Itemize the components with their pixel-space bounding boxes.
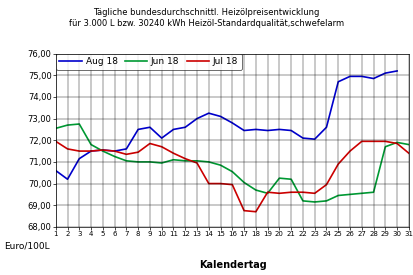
Aug 18 [183, 126, 188, 129]
Aug 18 [53, 169, 58, 172]
Aug 18 [359, 75, 364, 78]
Aug 18 [348, 75, 353, 78]
Jul 18 [100, 148, 105, 152]
Aug 18 [89, 149, 94, 153]
Aug 18 [301, 136, 306, 140]
Jul 18 [312, 192, 317, 195]
Jun 18 [100, 149, 105, 153]
Jul 18 [371, 140, 376, 143]
Aug 18 [395, 69, 400, 73]
Jul 18 [171, 152, 176, 155]
Aug 18 [65, 178, 70, 181]
Legend: Aug 18, Jun 18, Jul 18: Aug 18, Jun 18, Jul 18 [56, 54, 242, 70]
Aug 18 [218, 115, 223, 118]
Jul 18 [359, 140, 364, 143]
Aug 18 [77, 157, 82, 160]
Aug 18 [124, 147, 129, 151]
Jul 18 [183, 157, 188, 160]
Jun 18 [89, 143, 94, 146]
Line: Jul 18: Jul 18 [56, 141, 409, 212]
Aug 18 [195, 117, 199, 120]
Jun 18 [395, 141, 400, 144]
Aug 18 [230, 121, 235, 125]
Jun 18 [406, 143, 411, 146]
Text: Kalendertag: Kalendertag [199, 260, 267, 270]
Jul 18 [218, 182, 223, 185]
Jun 18 [206, 160, 211, 164]
Jul 18 [383, 140, 388, 143]
Aug 18 [277, 128, 282, 131]
Jun 18 [135, 160, 140, 164]
Aug 18 [324, 126, 329, 129]
Jul 18 [135, 150, 140, 154]
Jun 18 [112, 155, 117, 158]
Aug 18 [171, 128, 176, 131]
Aug 18 [206, 112, 211, 115]
Jul 18 [77, 149, 82, 153]
Jul 18 [242, 209, 247, 212]
Jun 18 [383, 145, 388, 149]
Jun 18 [359, 192, 364, 195]
Aug 18 [112, 149, 117, 153]
Jun 18 [77, 122, 82, 126]
Jun 18 [171, 158, 176, 161]
Jul 18 [277, 192, 282, 195]
Jun 18 [348, 193, 353, 196]
Aug 18 [242, 129, 247, 132]
Jun 18 [324, 199, 329, 203]
Aug 18 [371, 77, 376, 80]
Jun 18 [195, 159, 199, 163]
Jun 18 [289, 178, 294, 181]
Jun 18 [265, 192, 270, 195]
Aug 18 [336, 80, 341, 83]
Aug 18 [254, 128, 259, 131]
Aug 18 [159, 136, 164, 140]
Aug 18 [383, 72, 388, 75]
Jun 18 [254, 188, 259, 192]
Jun 18 [147, 160, 152, 164]
Jun 18 [183, 159, 188, 163]
Jul 18 [324, 183, 329, 186]
Jul 18 [53, 140, 58, 143]
Aug 18 [135, 128, 140, 131]
Jul 18 [65, 147, 70, 151]
Jun 18 [301, 199, 306, 203]
Jul 18 [159, 145, 164, 149]
Jul 18 [124, 153, 129, 156]
Jun 18 [124, 159, 129, 163]
Jul 18 [301, 191, 306, 194]
Jul 18 [112, 149, 117, 153]
Jul 18 [348, 149, 353, 153]
Aug 18 [147, 126, 152, 129]
Jul 18 [147, 142, 152, 145]
Jun 18 [312, 200, 317, 204]
Jul 18 [406, 152, 411, 155]
Jun 18 [336, 194, 341, 197]
Jun 18 [277, 177, 282, 180]
Jun 18 [230, 170, 235, 173]
Jul 18 [395, 142, 400, 145]
Jul 18 [254, 210, 259, 213]
Jul 18 [195, 161, 199, 165]
Line: Aug 18: Aug 18 [56, 71, 397, 179]
Jul 18 [336, 163, 341, 166]
Jun 18 [53, 127, 58, 130]
Text: Tägliche bundesdurchschnittl. Heizölpreisentwicklung
für 3.000 L bzw. 30240 kWh : Tägliche bundesdurchschnittl. Heizölprei… [69, 8, 344, 28]
Line: Jun 18: Jun 18 [56, 124, 409, 202]
Jun 18 [65, 123, 70, 127]
Aug 18 [100, 148, 105, 152]
Jul 18 [230, 183, 235, 186]
Aug 18 [312, 138, 317, 141]
Jul 18 [206, 182, 211, 185]
Jun 18 [218, 164, 223, 167]
Jul 18 [289, 191, 294, 194]
Aug 18 [265, 129, 270, 132]
Jun 18 [371, 191, 376, 194]
Text: Euro/100L: Euro/100L [4, 241, 50, 250]
Aug 18 [289, 129, 294, 132]
Jul 18 [265, 191, 270, 194]
Jun 18 [159, 161, 164, 165]
Jul 18 [89, 149, 94, 153]
Jun 18 [242, 181, 247, 184]
